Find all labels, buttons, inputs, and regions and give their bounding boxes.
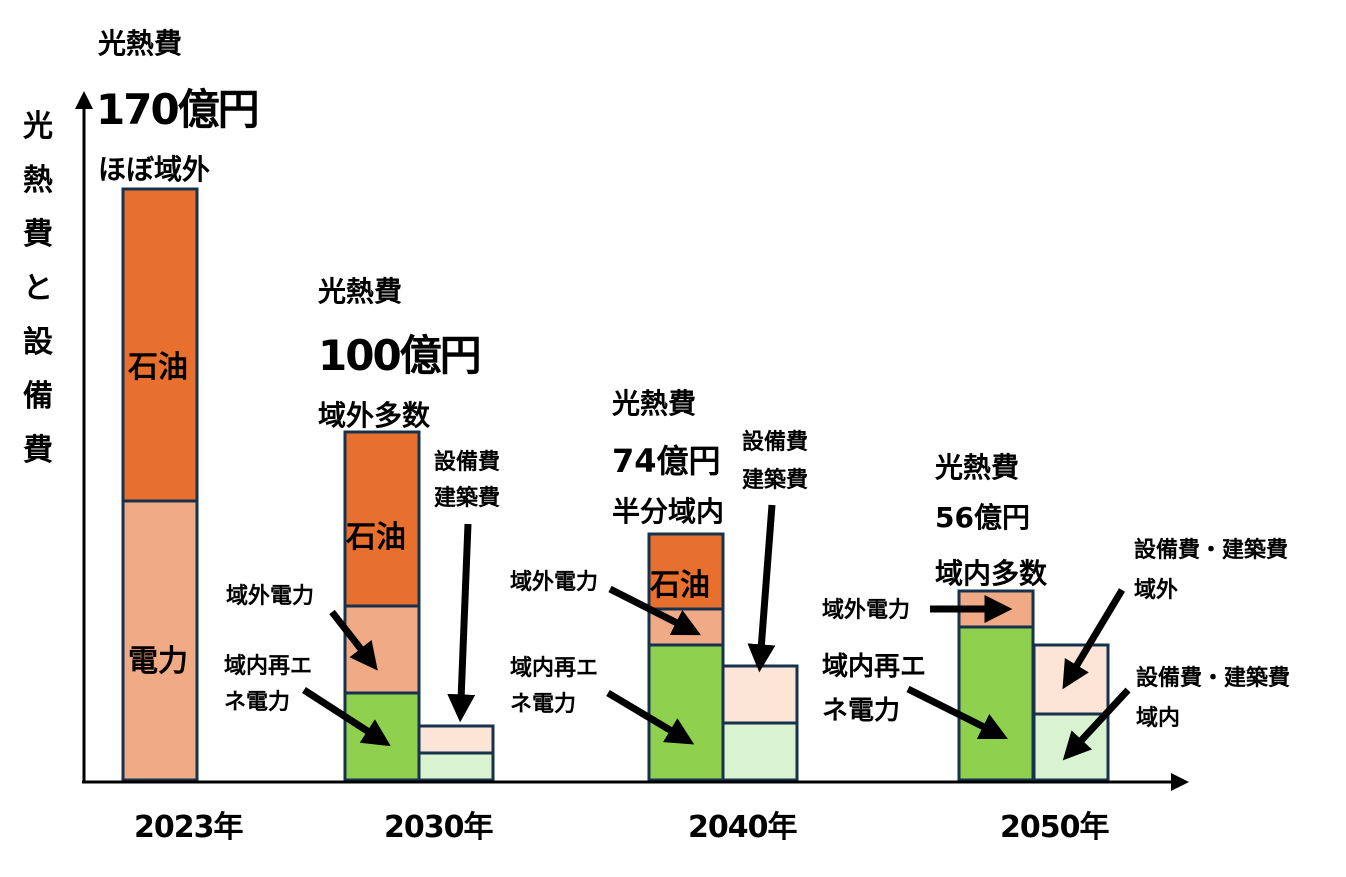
title-2040-heading: 光熱費	[612, 387, 697, 420]
annot-2040-equip-1: 設備費	[742, 430, 809, 455]
title-2030-heading: 光熱費	[318, 275, 403, 308]
title-2023-heading: 光熱費	[98, 27, 183, 60]
annot-2050-local-re-1: 域内再エ	[822, 652, 927, 682]
label-2023-oil: 石油	[128, 350, 188, 385]
annot-2050-equip-ext-2: 域外	[1134, 578, 1179, 603]
annot-2040-local-re-2: ネ電力	[510, 692, 577, 717]
bar-2050-local-renewable	[957, 625, 1035, 782]
bar-2030-external-power	[343, 604, 421, 695]
annot-2030-external-power: 域外電力	[226, 584, 315, 609]
arrow-2030-external-power	[329, 609, 378, 671]
bar-2040-oil	[647, 532, 725, 611]
arrow-2030-local-renewable	[302, 687, 391, 747]
x-tick-2040: 2040年	[688, 810, 797, 845]
x-tick-2030: 2030年	[384, 810, 493, 845]
annot-2040-local-re-1: 域内再エ	[510, 656, 599, 681]
annot-2040-external-power: 域外電力	[510, 570, 599, 595]
label-2040-oil: 石油	[650, 568, 710, 603]
y-axis-label: 光熱費と設備費	[23, 109, 53, 468]
annot-2030-local-re-1: 域内再エ	[224, 654, 313, 679]
bar-2040-local-renewable	[647, 643, 725, 782]
arrow-2040-external-power	[608, 585, 701, 636]
arrow-2050-equip-local	[1062, 687, 1131, 761]
annot-2050-equip-loc-1: 設備費・建築費	[1136, 666, 1291, 691]
bar-2023-external-power	[121, 499, 199, 782]
label-2030-oil: 石油	[346, 520, 406, 555]
bar-2040-equip-local	[721, 721, 799, 782]
bar-2023-oil	[121, 187, 199, 503]
bar-2050-equip-external	[1032, 643, 1110, 716]
annot-2030-local-re-2: ネ電力	[224, 690, 291, 715]
label-2023-power: 電力	[128, 644, 188, 679]
annot-2050-equip-ext-1: 設備費・建築費	[1134, 538, 1289, 563]
annot-2040-equip-2: 建築費	[742, 468, 809, 493]
bar-2030-local-renewable	[343, 691, 421, 782]
title-2050-note: 域内多数	[935, 557, 1048, 590]
title-2050-heading: 光熱費	[935, 451, 1020, 484]
title-2023-amount: 170億円	[96, 85, 260, 134]
title-2030-amount: 100億円	[318, 331, 482, 380]
title-2040-note: 半分域内	[612, 495, 725, 528]
annot-2030-equip-1: 設備費	[434, 450, 501, 475]
arrow-2050-equip-external	[1062, 588, 1126, 690]
arrow-2040-equipment	[747, 504, 776, 673]
bar-2030-oil	[343, 430, 421, 608]
annot-2050-local-re-2: ネ電力	[822, 696, 901, 726]
title-2030-note: 域外多数	[318, 399, 431, 432]
arrow-2040-local-renewable	[606, 689, 695, 745]
bar-2030-equip-local	[417, 751, 495, 782]
annot-2050-equip-loc-2: 域内	[1136, 706, 1181, 731]
x-tick-2023: 2023年	[134, 810, 243, 845]
title-2050-amount: 56億円	[935, 501, 1030, 534]
annot-2050-external-power: 域外電力	[822, 598, 911, 623]
annot-2030-equip-2: 建築費	[434, 486, 501, 511]
bar-2030-equip-external	[417, 724, 495, 755]
arrow-2050-local-renewable	[906, 685, 1009, 740]
arrow-2030-equipment	[447, 523, 476, 723]
bar-2040-equip-external	[721, 664, 799, 725]
title-2040-amount: 74億円	[612, 442, 721, 480]
title-2023-note: ほぼ域外	[98, 153, 211, 186]
x-tick-2050: 2050年	[1000, 810, 1109, 845]
